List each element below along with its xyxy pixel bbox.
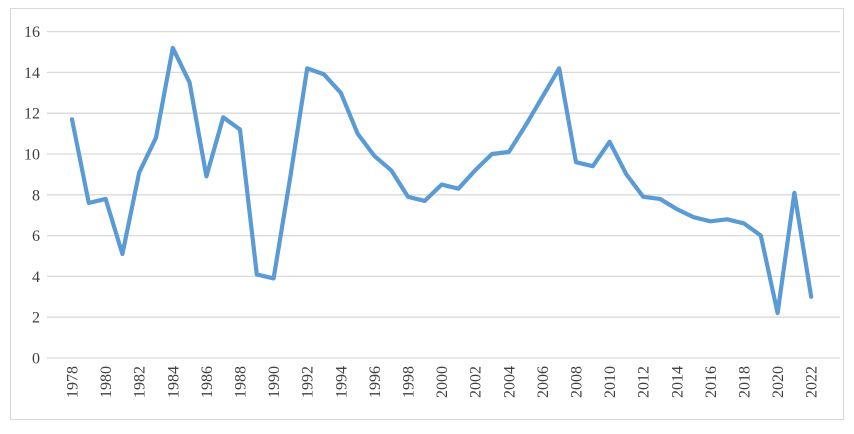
x-axis-tick-label: 1980	[98, 366, 115, 398]
x-axis-tick-label: 2022	[804, 366, 821, 398]
x-axis-tick-label: 1978	[65, 366, 82, 398]
x-axis-tick-label: 2004	[501, 366, 518, 398]
x-axis-tick-label: 1982	[132, 366, 149, 398]
x-axis-tick-label: 2010	[602, 366, 619, 398]
x-axis-tick-label: 2020	[770, 366, 787, 398]
x-axis-tick-label: 2008	[569, 366, 586, 398]
x-axis-tick-label: 1990	[266, 366, 283, 398]
x-axis-tick-label: 2014	[669, 366, 686, 398]
x-axis-tick-label: 2002	[468, 366, 485, 398]
x-axis-tick-label: 2016	[703, 366, 720, 398]
y-axis-tick-label: 2	[32, 310, 40, 327]
y-axis-tick-label: 14	[24, 65, 40, 82]
x-axis-tick-label: 1998	[401, 366, 418, 398]
x-axis-tick-label: 1994	[333, 366, 350, 398]
x-axis-tick-label: 1986	[199, 366, 216, 398]
y-axis-tick-label: 12	[24, 106, 40, 123]
y-axis-tick-label: 0	[32, 351, 40, 368]
y-axis-tick-label: 10	[24, 147, 40, 164]
x-axis-tick-label: 1988	[233, 366, 250, 398]
y-axis-tick-label: 4	[32, 269, 40, 286]
x-axis-tick-label: 2006	[535, 366, 552, 398]
data-series-line	[69, 45, 814, 316]
y-axis-tick-label: 16	[24, 24, 40, 41]
y-axis-tick-label: 6	[32, 228, 40, 245]
x-axis-tick-label: 2012	[636, 366, 653, 398]
chart-frame-border	[10, 8, 844, 420]
x-axis-tick-label: 2000	[434, 366, 451, 398]
x-axis-tick-label: 2018	[737, 366, 754, 398]
x-axis-tick-label: 1992	[300, 366, 317, 398]
y-axis-tick-label: 8	[32, 187, 40, 204]
x-axis-tick-label: 1984	[165, 366, 182, 398]
x-axis-tick-label: 1996	[367, 366, 384, 398]
